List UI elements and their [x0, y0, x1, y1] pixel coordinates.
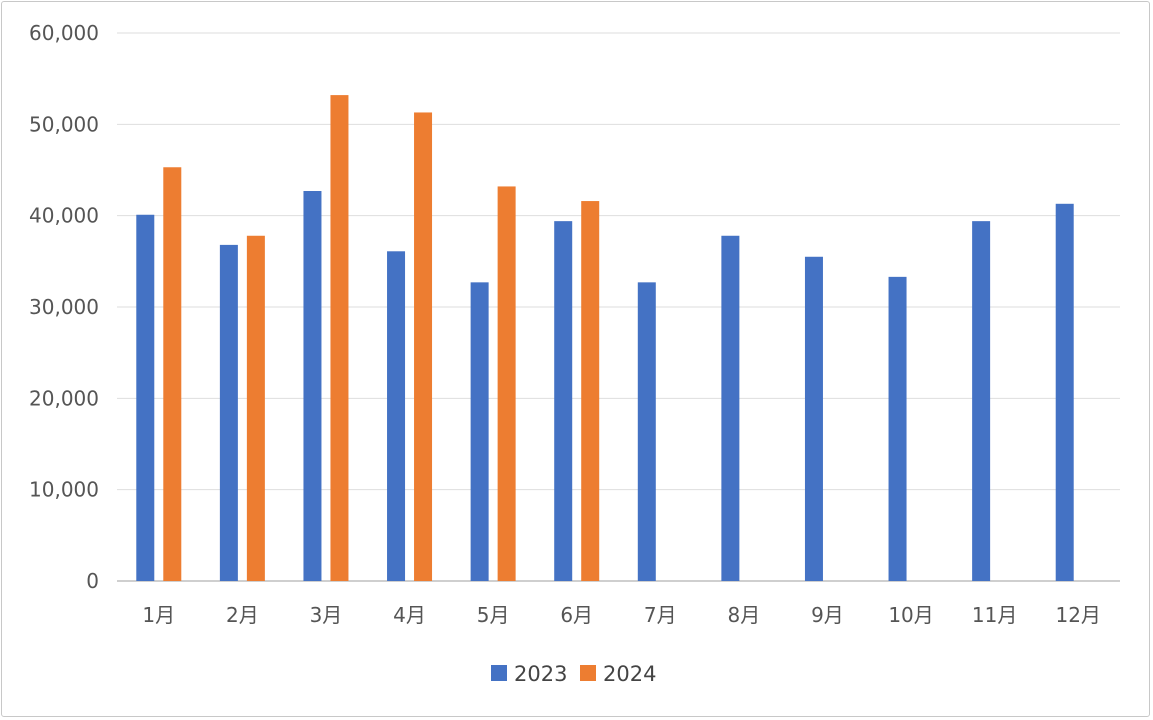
y-tick-label: 40,000	[29, 204, 99, 228]
y-tick-label: 30,000	[29, 295, 99, 319]
bar-2023-11	[972, 221, 991, 581]
bar-2024-6	[581, 201, 600, 581]
y-axis-ticks: 0 10,000 20,000 30,000 40,000 50,000 60,000	[29, 21, 99, 593]
x-tick-label: 9月	[811, 603, 844, 627]
x-tick-label: 3月	[310, 603, 343, 627]
bar-2024-1	[163, 167, 182, 581]
bar-2024-4	[414, 112, 433, 582]
bar-2024-3	[330, 95, 349, 582]
x-tick-label: 7月	[644, 603, 677, 627]
bar-2024-2	[246, 235, 265, 581]
legend-swatch-2024	[580, 665, 596, 681]
bar-2023-3	[303, 191, 322, 582]
bars	[136, 95, 1074, 582]
x-tick-label: 10月	[888, 603, 933, 627]
x-tick-label: 4月	[393, 603, 426, 627]
x-axis-ticks: 1月 2月 3月 4月 5月 6月 7月 8月 9月 10月 11月 12月	[142, 603, 1101, 627]
legend-label-2023: 2023	[514, 662, 567, 686]
legend: 2023 2024	[491, 662, 656, 686]
x-tick-label: 11月	[972, 603, 1017, 627]
bar-2023-5	[470, 282, 489, 581]
x-tick-label: 6月	[560, 603, 593, 627]
bar-2023-8	[721, 235, 740, 581]
bar-2023-9	[804, 256, 823, 581]
legend-swatch-2023	[491, 665, 507, 681]
bar-2023-6	[554, 221, 573, 581]
y-tick-label: 60,000	[29, 21, 99, 45]
y-tick-label: 50,000	[29, 112, 99, 136]
x-tick-label: 1月	[142, 603, 175, 627]
bar-2023-12	[1055, 203, 1074, 581]
x-tick-label: 5月	[477, 603, 510, 627]
y-tick-label: 20,000	[29, 386, 99, 410]
x-tick-label: 12月	[1055, 603, 1100, 627]
bar-2023-7	[637, 282, 656, 581]
gridlines	[117, 32, 1120, 582]
bar-2023-1	[136, 214, 155, 581]
legend-label-2024: 2024	[603, 662, 656, 686]
bar-2023-2	[219, 244, 238, 582]
bar-2023-10	[888, 276, 907, 581]
y-tick-label: 0	[86, 569, 99, 593]
bar-2024-5	[497, 186, 516, 581]
x-tick-label: 2月	[226, 603, 259, 627]
y-tick-label: 10,000	[29, 478, 99, 502]
x-tick-label: 8月	[728, 603, 761, 627]
bar-2023-4	[387, 251, 406, 581]
